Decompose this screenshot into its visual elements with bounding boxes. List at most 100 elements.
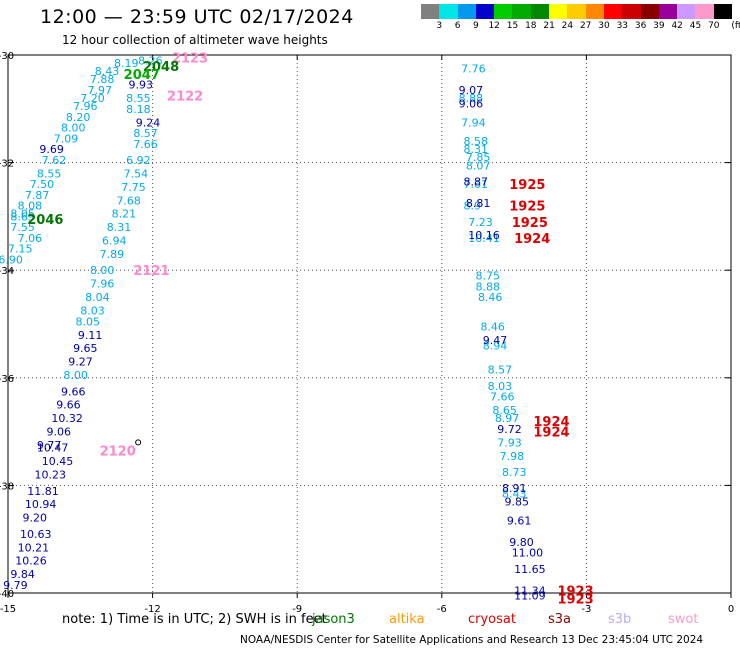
pass-time-label: 1924 <box>514 232 550 247</box>
legend-swatch <box>494 4 513 19</box>
swh-value: 6.92 <box>126 154 151 167</box>
pass-time-label: 2048 <box>143 60 179 75</box>
pass-time-label: 2120 <box>100 444 136 459</box>
legend-tick-label: 15 <box>506 21 519 31</box>
swh-value: 9.20 <box>22 512 47 525</box>
swh-value: 8.73 <box>502 466 527 479</box>
swh-value: 10.23 <box>35 469 66 482</box>
swh-value: 8.57 <box>488 364 512 377</box>
swh-value: 8.46 <box>480 321 505 334</box>
swh-value: 11.09 <box>514 590 546 603</box>
swh-value: 10.47 <box>37 442 69 455</box>
swh-value: 8.43 <box>95 65 120 78</box>
swh-value: 11.81 <box>27 485 58 498</box>
swh-value: 8.31 <box>463 143 488 156</box>
map-grid <box>8 55 731 593</box>
swh-value: 9.85 <box>504 496 528 509</box>
legend-tick-label: 21 <box>543 21 555 31</box>
swh-value: 8.55 <box>37 167 62 180</box>
legend-tick-label: 42 <box>671 21 683 31</box>
pass-time-label: 1924 <box>533 415 569 430</box>
legend-swatch <box>603 4 623 19</box>
swh-value: 8.65 <box>10 210 35 223</box>
swh-value: 8.55 <box>126 92 151 105</box>
swh-value: 10.26 <box>15 555 47 568</box>
swh-value: 9.93 <box>129 79 154 92</box>
swh-value: 7.94 <box>461 116 486 129</box>
pass-time-label: 2047 <box>124 68 160 83</box>
lat-tick-label: -32 <box>0 159 14 170</box>
swh-value: 8.75 <box>476 270 501 283</box>
legend-swatch <box>475 4 495 19</box>
legend-tick-label: 30 <box>598 21 610 31</box>
swh-value: 8.94 <box>483 340 508 353</box>
swh-value: 8.05 <box>75 315 100 328</box>
swh-value: 7.55 <box>10 221 35 234</box>
swh-value: 10.21 <box>18 541 50 554</box>
swh-value: 8.00 <box>61 122 86 135</box>
swh-value: 9.06 <box>47 426 71 439</box>
lon-tick-label: -9 <box>292 604 302 615</box>
swh-value: 10.32 <box>51 412 83 425</box>
swh-value: 7.89 <box>100 248 125 261</box>
mission-label: s3a <box>548 612 572 627</box>
swh-value: 8.97 <box>495 412 520 425</box>
lat-tick-label: -36 <box>0 374 14 385</box>
island-marker <box>135 439 142 446</box>
legend-tick-label: 70 <box>708 21 720 31</box>
pass-time-label: 1925 <box>509 200 545 215</box>
map-border <box>7 54 732 594</box>
swh-value: 8.57 <box>133 127 158 140</box>
pass-time-label: 2122 <box>167 89 203 104</box>
page-title: 12:00 — 23:59 UTC 02/17/2024 <box>40 6 354 28</box>
swh-value: 10.94 <box>25 498 57 511</box>
pass-time-labels: 2123204820472122204621212120192519251925… <box>27 52 593 608</box>
swh-value: 7.96 <box>90 278 115 291</box>
lon-tick-label: -12 <box>144 604 160 615</box>
swh-value: 7.15 <box>8 243 33 256</box>
swh-value: 9.27 <box>68 356 93 369</box>
swh-value: 8.46 <box>478 291 503 304</box>
legend-tick-label: 36 <box>634 21 647 31</box>
swh-value: 11.65 <box>514 563 546 576</box>
legend-tick-label: 18 <box>525 21 537 31</box>
swh-value: 9.61 <box>507 514 532 527</box>
lon-tick-label: 0 <box>728 604 734 615</box>
legend-tick-label: 12 <box>488 21 500 31</box>
legend-tick-label: 39 <box>653 21 665 31</box>
legend-swatch <box>677 4 696 19</box>
swh-value: 7.66 <box>133 138 158 151</box>
swh-value: 7.61 <box>463 178 488 191</box>
swh-value: 7.98 <box>500 450 525 463</box>
mission-label: altika <box>389 612 425 627</box>
legend-swatch <box>567 4 586 19</box>
swh-value: 8.21 <box>112 208 137 221</box>
legend-tick-label: 27 <box>579 21 592 31</box>
island-dot <box>135 439 142 446</box>
legend-tick-label: 9 <box>473 21 479 31</box>
swh-value: 9.24 <box>136 116 161 129</box>
map-frame <box>7 54 732 598</box>
pass-time-label: 1924 <box>533 426 569 441</box>
lat-tick-label: -40 <box>0 589 14 600</box>
swh-value: 8.00 <box>63 369 88 382</box>
page-subtitle: 12 hour collection of altimeter wave hei… <box>62 33 328 47</box>
pass-time-label: 2123 <box>172 52 208 67</box>
legend-tick-label: 6 <box>454 21 461 31</box>
swh-value: 7.75 <box>121 181 145 194</box>
legend-swatch <box>695 4 714 19</box>
legend-swatch <box>439 4 458 19</box>
swh-value: 7.97 <box>88 84 113 97</box>
swh-value: 7.88 <box>90 73 115 86</box>
swh-value: 8.07 <box>466 159 491 172</box>
legend-swatch <box>658 4 678 19</box>
legend-unit: (ft) <box>731 21 740 31</box>
swh-value: 7.20 <box>80 92 105 105</box>
swh-value: 7.85 <box>466 151 491 164</box>
mission-label: s3b <box>608 612 632 627</box>
pass-time-label: 2046 <box>27 213 63 228</box>
swh-value: 10.45 <box>42 455 74 468</box>
swh-value: 7.76 <box>461 62 486 75</box>
legend-swatch <box>549 4 568 19</box>
